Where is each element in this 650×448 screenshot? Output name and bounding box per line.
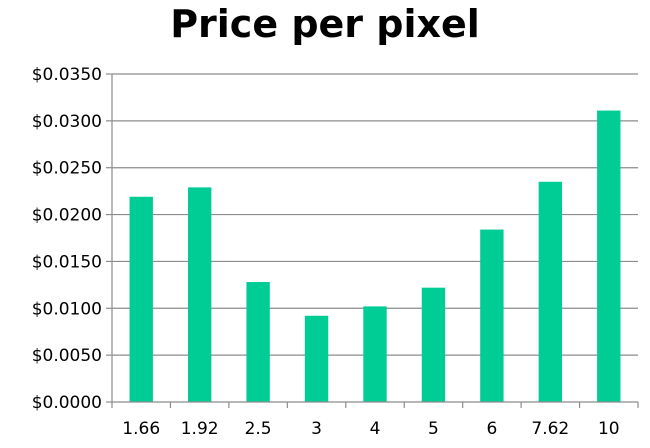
bar-3 [304, 315, 329, 402]
bars [129, 110, 621, 402]
y-tick-label: $0.0150 [32, 252, 102, 272]
bar-4 [363, 306, 387, 402]
y-tick-label: $0.0250 [32, 159, 102, 179]
axes [106, 73, 639, 408]
y-tick-label: $0.0000 [32, 393, 102, 413]
x-tick-labels: 1.66 1.92 2.5 3 4 5 6 7.62 10 [122, 419, 619, 439]
chart-title: Price per pixel [170, 2, 480, 46]
bar-6 [480, 229, 504, 402]
y-tick-labels: $0.0000 $0.0050 $0.0100 $0.0150 $0.0200 $0.02… [32, 65, 102, 413]
x-tick-label: 1.66 [122, 419, 160, 439]
x-tick-label: 2.5 [245, 419, 272, 439]
y-tick-label: $0.0300 [32, 112, 102, 132]
bar-7.62 [538, 181, 563, 402]
bar-1.66 [129, 196, 153, 402]
x-tick-label: 1.92 [181, 419, 219, 439]
x-tick-label: 5 [428, 419, 439, 439]
bar-1.92 [187, 187, 212, 402]
x-tick-label: 10 [598, 419, 620, 439]
y-tick-label: $0.0050 [32, 346, 102, 366]
y-tick-label: $0.0350 [32, 65, 102, 85]
y-tick-label: $0.0200 [32, 206, 102, 226]
y-tick-label: $0.0100 [32, 299, 102, 319]
x-tick-label: 6 [486, 419, 497, 439]
x-tick-label: 4 [370, 419, 381, 439]
x-tick-label: 7.62 [531, 419, 569, 439]
x-tick-label: 3 [311, 419, 322, 439]
bar-2.5 [246, 282, 270, 402]
bar-5 [421, 287, 446, 402]
bar-10 [597, 110, 621, 402]
